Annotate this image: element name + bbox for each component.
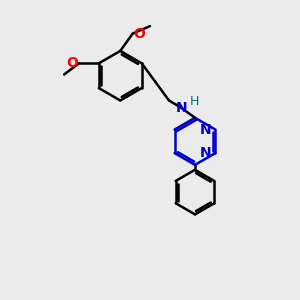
Text: N: N bbox=[200, 146, 212, 160]
Text: O: O bbox=[66, 56, 78, 70]
Text: O: O bbox=[133, 27, 145, 40]
Text: H: H bbox=[190, 95, 200, 108]
Text: N: N bbox=[200, 123, 212, 136]
Text: N: N bbox=[176, 101, 187, 115]
